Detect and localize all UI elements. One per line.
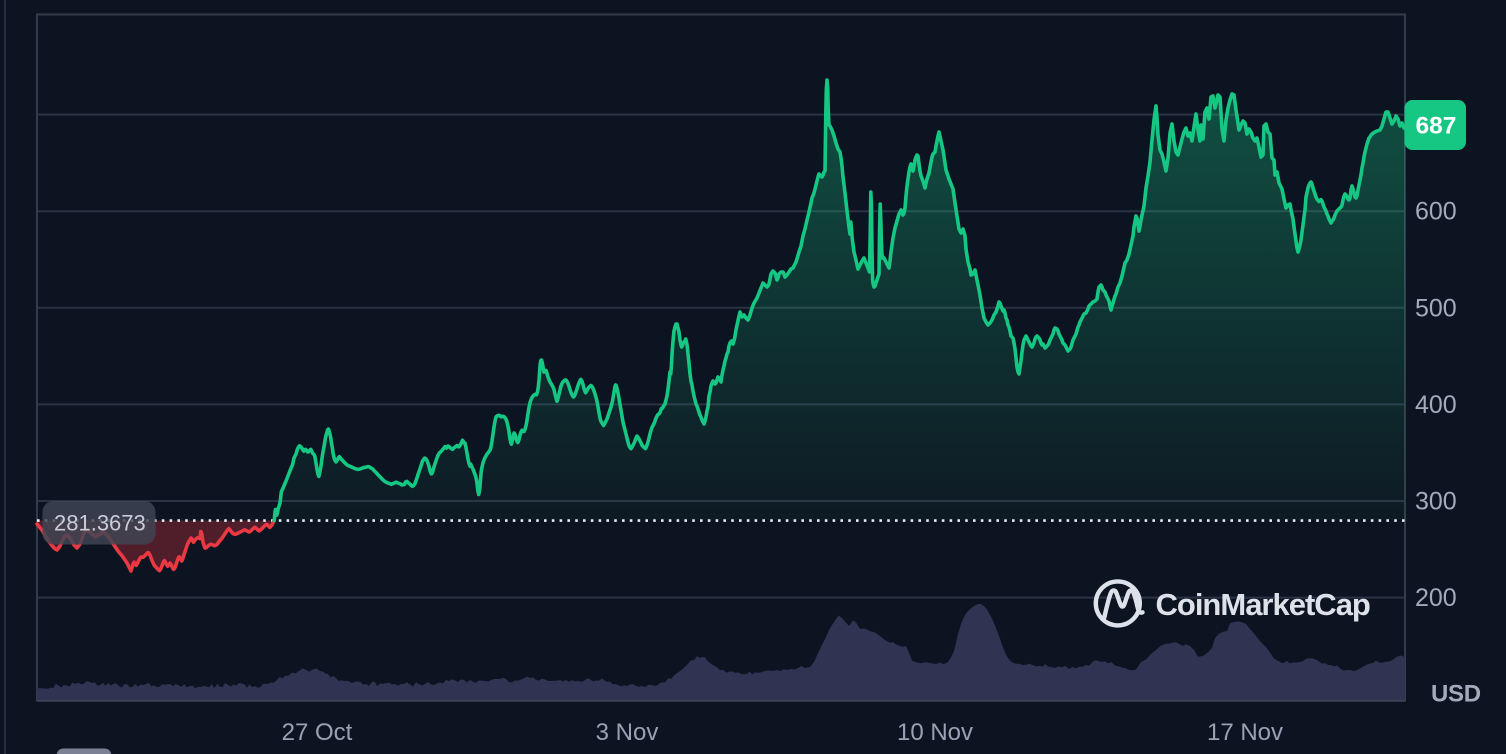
svg-text:27 Oct: 27 Oct	[282, 719, 353, 746]
svg-text:400: 400	[1415, 391, 1457, 419]
svg-text:600: 600	[1415, 198, 1457, 226]
svg-text:CoinMarketCap: CoinMarketCap	[1156, 587, 1370, 622]
svg-text:3 Nov: 3 Nov	[596, 719, 659, 746]
svg-text:500: 500	[1415, 294, 1457, 322]
svg-text:687: 687	[1416, 113, 1457, 140]
svg-text:200: 200	[1415, 584, 1457, 612]
svg-text:17 Nov: 17 Nov	[1207, 719, 1283, 746]
svg-text:10 Nov: 10 Nov	[897, 719, 973, 746]
svg-text:USD: USD	[1431, 681, 1481, 708]
svg-text:300: 300	[1415, 488, 1457, 516]
svg-text:281.3673: 281.3673	[54, 511, 146, 536]
